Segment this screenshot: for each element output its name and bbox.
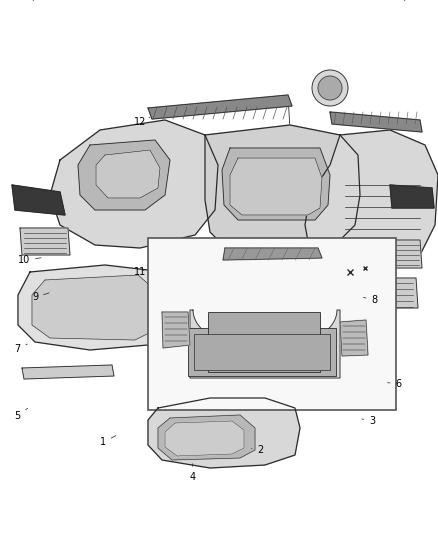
Polygon shape — [162, 312, 190, 348]
Polygon shape — [330, 112, 422, 132]
Bar — [208, 312, 320, 372]
Text: 9: 9 — [32, 293, 49, 302]
Polygon shape — [348, 278, 418, 308]
Polygon shape — [148, 398, 300, 468]
Text: 12: 12 — [134, 117, 150, 126]
Polygon shape — [390, 185, 434, 208]
Circle shape — [312, 70, 348, 106]
Polygon shape — [165, 421, 244, 456]
Text: 11: 11 — [134, 267, 146, 277]
Polygon shape — [223, 248, 322, 260]
Polygon shape — [20, 228, 70, 255]
Polygon shape — [50, 120, 218, 248]
Text: 6: 6 — [388, 379, 402, 389]
Polygon shape — [12, 185, 65, 215]
Polygon shape — [148, 95, 292, 119]
Text: 7: 7 — [14, 344, 27, 354]
Text: 5: 5 — [14, 408, 28, 421]
Circle shape — [318, 76, 342, 100]
Polygon shape — [305, 130, 438, 270]
Polygon shape — [348, 240, 422, 268]
Polygon shape — [78, 140, 170, 210]
Text: 10: 10 — [18, 255, 41, 265]
Polygon shape — [190, 310, 340, 378]
Polygon shape — [18, 265, 168, 350]
Bar — [188, 328, 336, 376]
Text: 3: 3 — [362, 416, 375, 426]
Bar — [148, 238, 396, 410]
Polygon shape — [32, 275, 155, 340]
Polygon shape — [158, 415, 255, 460]
Polygon shape — [205, 125, 360, 255]
Text: 4: 4 — [190, 464, 196, 482]
Polygon shape — [96, 150, 160, 198]
Polygon shape — [340, 320, 368, 356]
Text: 1: 1 — [100, 435, 116, 447]
Text: 8: 8 — [364, 295, 378, 305]
Text: 2: 2 — [251, 446, 264, 455]
Polygon shape — [222, 148, 330, 220]
Bar — [194, 334, 330, 370]
Polygon shape — [230, 158, 322, 215]
Polygon shape — [22, 365, 114, 379]
